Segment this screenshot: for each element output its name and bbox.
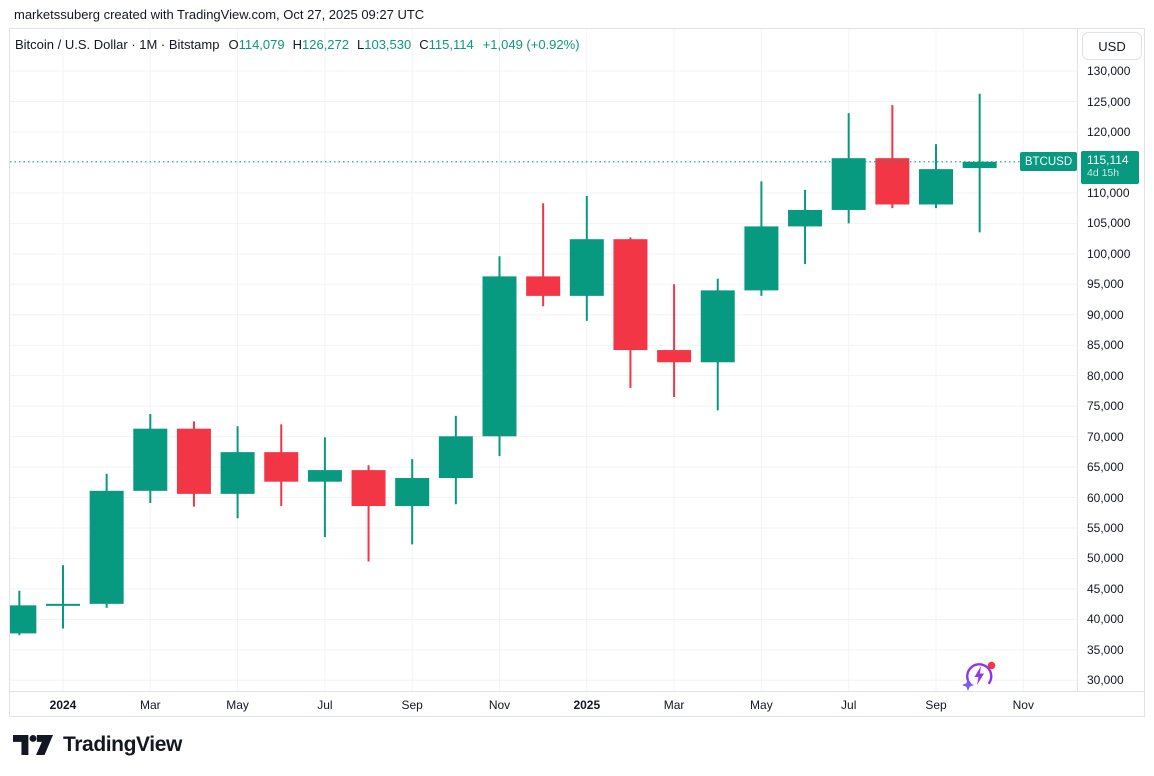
time-scale[interactable]: 2024 Mar May Jul Sep Nov 2025 Mar May Jul Sep Nov [10,691,1144,716]
candle-body [569,239,604,296]
change-value: +1,049 (+0.92%) [482,37,580,52]
price-tick-label: 100,000 [1087,246,1131,261]
tradingview-logo-icon [13,735,53,755]
currency-usd-button[interactable]: USD [1082,32,1142,60]
chart-legend: Bitcoin / U.S. Dollar · 1M · Bitstamp O1… [15,37,580,52]
ohlc-close-value: 115,114 [428,37,474,52]
ohlc-low-key: L [357,37,365,52]
tradingview-logo-text: TradingView [63,733,182,756]
price-tick-label: 85,000 [1087,338,1124,353]
candle-body [351,470,386,507]
ohlc-open-key: O [228,37,239,52]
time-tick-label: Jul [317,698,333,712]
ohlc-low: L103,530 [357,37,411,52]
candle-body [657,350,692,363]
time-tick-label: Mar [139,698,161,712]
price-tick-label: 50,000 [1087,551,1124,566]
price-tick-label: 30,000 [1087,673,1124,688]
ohlc-open-value: 114,079 [238,37,285,52]
tradingview-logo[interactable]: TradingView [13,732,182,758]
chart-widget: Bitcoin / U.S. Dollar · 1M · Bitstamp O1… [9,28,1145,717]
time-tick-label: Sep [925,698,947,712]
ohlc-close: C115,114 [419,37,473,52]
bar-countdown: 4d 15h [1087,167,1120,180]
price-tick-label: 75,000 [1087,399,1124,414]
current-price-badge: 115,114 4d 15h [1081,151,1139,185]
time-tick-label: Sep [401,698,423,712]
price-tick-label: 90,000 [1087,307,1124,322]
price-pane[interactable]: Bitcoin / U.S. Dollar · 1M · Bitstamp O1… [10,29,1077,691]
time-tick-label: 2024 [49,698,77,712]
price-tick-label: 95,000 [1087,277,1124,292]
time-tick-label: May [226,698,249,712]
price-tick-label: 80,000 [1087,368,1124,383]
price-tick-label: 45,000 [1087,581,1124,596]
price-scale[interactable]: USD 30,000 35,000 40,000 45,000 50,000 55,000… [1077,29,1144,716]
candle-body [700,290,735,363]
ohlc-open: O114,079 [228,37,284,52]
price-tick-label: 40,000 [1087,612,1124,627]
price-tick-label: 60,000 [1087,490,1124,505]
price-tick-label: 110,000 [1087,185,1130,200]
price-tick-label: 120,000 [1087,124,1131,139]
candle-body [438,436,473,479]
candle-body [482,276,517,437]
candle-body [307,470,342,482]
price-tick-label: 55,000 [1087,520,1124,535]
price-tick-label: 125,000 [1087,94,1131,109]
candle-body [831,158,866,210]
price-tick-label: 130,000 [1087,64,1131,79]
candle-body [526,276,561,296]
time-tick-label: Nov [488,698,511,712]
price-tick-label: 70,000 [1087,429,1124,444]
price-tick-label: 35,000 [1087,642,1124,657]
ohlc-high-key: H [292,37,302,52]
candle-body [962,161,997,169]
candle-body [395,478,430,507]
symbol-title[interactable]: Bitcoin / U.S. Dollar · 1M · Bitstamp [15,37,220,52]
candle-body [875,158,910,205]
time-tick-label: Mar [663,698,685,712]
time-tick-label: Jul [841,698,857,712]
ohlc-high-value: 126,272 [302,37,349,52]
candle-body [264,452,299,482]
candlestick-chart[interactable] [10,29,1077,691]
candle-body [176,428,211,494]
ohlc-low-value: 103,530 [364,37,412,52]
candle-body [46,603,80,606]
current-price-value: 115,114 [1087,153,1129,168]
candle-body [133,428,168,491]
ohlc-high: H126,272 [293,37,349,52]
attribution-text: marketssuberg created with TradingView.c… [14,7,425,22]
candle-body [788,209,823,227]
candle-body [744,226,779,291]
time-tick-label: 2025 [573,698,601,712]
ohlc-close-key: C [419,37,429,52]
candle-body [10,605,37,634]
refresh-flash-icon[interactable] [962,658,998,694]
price-tick-label: 105,000 [1087,216,1131,231]
candle-body [220,452,255,494]
time-tick-label: Nov [1012,698,1034,712]
candle-body [919,169,953,205]
refresh-flash-icon-graphic [962,661,996,691]
candle-body [89,490,124,604]
candle-body [613,239,648,351]
price-tick-label: 65,000 [1087,460,1124,475]
time-tick-label: May [750,698,773,712]
price-line-symbol-label: BTCUSD [1020,152,1077,172]
